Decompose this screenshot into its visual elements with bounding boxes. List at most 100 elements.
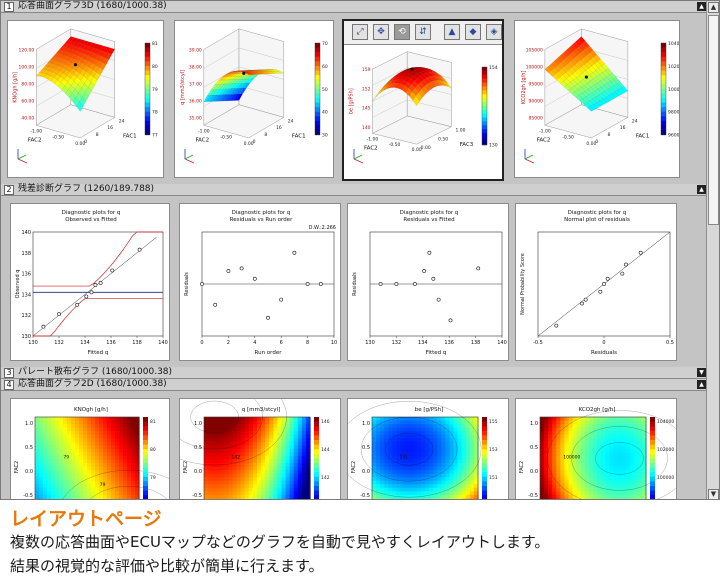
surface-panel-selected[interactable]: ⤢ ✥ ⟲ ⇵ ▲ ◆ ◈ 159 152 145 140 be [g/PSh] -1.00 -0.50… [342,19,504,181]
contour-cell [609,466,614,471]
diagnostic-panel[interactable]: Diagnostic plots for q Normal plot of res… [515,203,677,361]
collapse-icon[interactable]: ▲ [697,2,706,11]
section-header[interactable]: 2 残差診断グラフ (1260/189.788) ▲ [1,184,708,196]
contour-cell [601,445,606,450]
surface-facet [250,75,259,79]
collapse-icon[interactable]: ▲ [697,185,706,194]
contour-cell [584,466,590,471]
contour-cell [135,484,140,489]
contour-cell [548,420,553,425]
contour-cell [461,487,467,492]
contour-cell [63,438,68,443]
colorbar-segment [315,61,320,67]
contour-cell [236,445,242,450]
surface-facet [249,70,257,73]
y-tick-label: 0.5 [194,445,202,451]
section-header[interactable]: 1 応答曲面グラフ3D (1680/1000.38) ▲ [1,1,708,13]
contour-cell [625,459,631,464]
surface-facet [398,83,406,91]
contour-cell [236,463,242,468]
contour-cell [265,480,270,485]
data-point [427,250,432,255]
contour-cell [257,438,262,443]
contour-cell [131,431,136,436]
reset-icon[interactable]: ⇵ [415,24,431,40]
surface-panel[interactable]: 39.00 38.00 37.00 36.00 35.00 q [mm3/stcyl] -1… [174,20,334,178]
contour-cell [135,424,140,429]
contour-cell [552,448,557,453]
colorbar-label: 98000 [668,110,680,116]
contour-cell [576,470,582,475]
contour-cell [445,463,451,468]
expand-icon[interactable]: ▼ [697,368,706,377]
contour-cell [131,455,136,461]
scroll-up-icon[interactable]: ▲ [708,2,719,13]
contour-panel[interactable]: KNOgh [g/h] 79 79 1.0 0.5 0.0 -0.5 FAC2 81 80 79 [10,398,170,499]
contour-cell [67,491,72,496]
contour-cell [552,473,557,478]
contour-panel[interactable]: be [g/PSh] 151 1.0 0.5 0.0 -0.5 FAC2 155 153 151 [347,398,509,499]
contour-cell [261,431,266,436]
colorbar-segment [145,84,150,90]
contour-cell [445,445,451,450]
y-tick-label: 1.00 [455,128,465,134]
section-header[interactable]: 3 パレート散布グラフ (1680/1000.38) ▼ [1,367,708,379]
z-tick-label: 38.00 [189,65,202,71]
colorbar-segment [482,78,487,84]
contour-cell [248,470,254,475]
contour-cell [216,473,221,478]
contour-cell [400,463,406,468]
contour-panel[interactable]: q [mm3/stcyl] 142 1.0 0.5 0.0 -0.5 FAC2 146 144 1… [179,398,341,499]
contour-cell [593,455,598,461]
contour-cell [232,441,238,446]
section-header[interactable]: 4 応答曲面グラフ2D (1680/1000.38) ▲ [1,379,708,391]
contour-cell [297,438,303,443]
contour-cell [107,420,112,425]
contour-cell [216,448,221,453]
contour-cell [47,473,52,478]
contour-cell [119,417,124,422]
contour-cell [576,441,582,446]
contour-cell [244,477,250,482]
contour-cell [552,480,557,485]
contour-cell [457,463,463,468]
contour-cell [469,445,475,450]
contour-cell [449,466,455,471]
shade-icon[interactable]: ◆ [465,24,481,40]
surface-panel[interactable]: 105000 100000 95000 90000 85000 KCO2gh [g/h] -… [514,20,680,178]
contour-cell [35,466,40,471]
contour-cell [548,445,553,450]
contour-cell [633,438,639,443]
contour-cell [572,480,578,485]
y-tick-label: -0.5 [528,493,538,499]
move-icon[interactable]: ✥ [373,24,389,40]
contour-cell [437,470,442,475]
diagnostic-panel[interactable]: Diagnostic plots for q Residuals vs Fitte… [347,203,509,361]
contour-panel[interactable]: KCO2gh [g/h] 100000 1.0 0.5 0.0 -0.5 FAC2 10400… [515,398,677,499]
contour-cell [621,484,627,489]
contour-cell [244,427,250,432]
contour-cell [87,441,92,446]
collapse-icon[interactable]: ▲ [697,380,706,389]
palette-icon[interactable]: ◈ [486,24,502,40]
scroll-down-icon[interactable]: ▼ [708,489,719,499]
surface-panel[interactable]: 120.00 100.00 80.00 60.00 40.00 KNOgh [g/h] -1… [7,20,164,178]
contour-cell [83,452,88,457]
color-icon[interactable]: ▲ [444,24,460,40]
zoom-icon[interactable]: ⤢ [352,24,368,40]
contour-cell [621,494,627,499]
y-tick-label: 0.0 [362,469,370,475]
vertical-scrollbar[interactable]: ▲ ▼ [706,1,719,499]
contour-cell [127,491,132,496]
colorbar-segment [314,476,319,482]
rotate-icon[interactable]: ⟲ [394,24,410,40]
contour-cell [232,448,238,453]
diagnostic-panel[interactable]: Diagnostic plots for q Observed vs Fitted… [10,203,170,361]
contour-cell [629,431,635,436]
contour-cell [556,473,561,478]
contour-cell [560,441,566,446]
diagnostic-panel[interactable]: Diagnostic plots for q Residuals vs Run o… [179,203,341,361]
contour-cell [107,494,112,499]
scrollbar-thumb[interactable] [708,15,719,225]
contour-cell [43,459,48,464]
